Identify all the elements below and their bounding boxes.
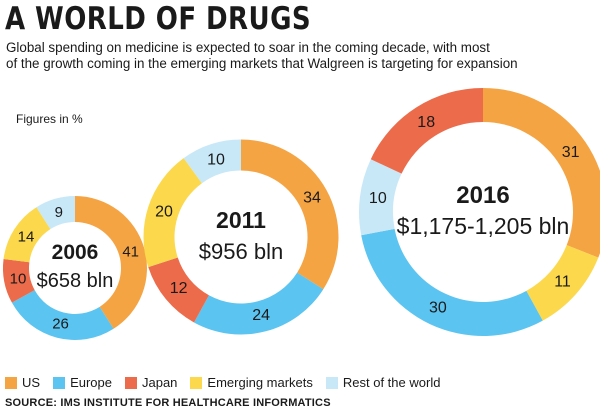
slice-2016-rest-of-the-world bbox=[359, 159, 402, 236]
label-2006-japan: 10 bbox=[10, 270, 27, 287]
legend-item-us: US bbox=[5, 375, 40, 390]
slice-2016-emerging-markets bbox=[526, 245, 599, 321]
page-title: A WORLD OF DRUGS bbox=[5, 1, 312, 37]
legend-swatch-emerging-markets bbox=[190, 376, 203, 389]
slice-2011-rest-of-the-world bbox=[183, 139, 241, 184]
slice-2016-japan bbox=[370, 88, 483, 174]
legend-item-rest-of-the-world: Rest of the world bbox=[325, 375, 441, 390]
legend-item-europe: Europe bbox=[53, 375, 112, 390]
label-2011-japan: 12 bbox=[170, 280, 188, 297]
slice-2016-us bbox=[483, 88, 600, 258]
legend-item-emerging-markets: Emerging markets bbox=[190, 375, 313, 390]
label-2006-emerging-markets: 14 bbox=[18, 228, 35, 245]
label-2011-europe: 24 bbox=[252, 307, 270, 324]
label-2016-emerging-markets: 11 bbox=[554, 274, 571, 291]
label-2011-emerging-markets: 20 bbox=[155, 203, 173, 220]
slice-2006-emerging-markets bbox=[3, 207, 51, 263]
slice-2011-europe bbox=[194, 272, 324, 335]
label-2016-europe: 30 bbox=[429, 299, 447, 316]
label-2016-us: 31 bbox=[562, 144, 580, 161]
slice-2006-rest-of-the-world bbox=[36, 196, 75, 230]
legend-swatch-us bbox=[5, 376, 17, 389]
label-2011-rest-of-the-world: 10 bbox=[207, 151, 225, 168]
slice-2011-japan bbox=[148, 257, 209, 323]
legend-swatch-rest-of-the-world bbox=[325, 376, 338, 389]
total-2006: $658 bln bbox=[37, 270, 114, 292]
label-2006-us: 41 bbox=[122, 243, 139, 260]
total-2016: $1,175-1,205 bln bbox=[397, 213, 570, 239]
slice-2016-europe bbox=[361, 228, 543, 336]
slice-2011-emerging-markets bbox=[143, 158, 202, 268]
slice-2006-europe bbox=[11, 290, 114, 341]
slice-2006-us bbox=[75, 196, 147, 329]
label-2006-europe: 26 bbox=[52, 316, 69, 333]
label-2006-rest-of-the-world: 9 bbox=[55, 204, 63, 221]
source-note: SOURCE: IMS INSTITUTE FOR HEALTHCARE INF… bbox=[5, 397, 331, 409]
legend: US Europe Japan Emerging markets Rest of the… bbox=[5, 375, 453, 390]
label-2016-rest-of-the-world: 10 bbox=[369, 190, 387, 207]
units-note: Figures in % bbox=[16, 112, 83, 126]
legend-label-emerging-markets: Emerging markets bbox=[207, 375, 313, 390]
legend-label-rest-of-the-world: Rest of the world bbox=[342, 375, 441, 390]
subtitle: Global spending on medicine is expected … bbox=[6, 40, 518, 71]
year-2006: 2006 bbox=[52, 241, 99, 264]
slice-2011-us bbox=[241, 139, 339, 290]
legend-label-europe: Europe bbox=[70, 375, 112, 390]
legend-label-us: US bbox=[22, 375, 41, 390]
year-2011: 2011 bbox=[216, 207, 266, 233]
label-2011-us: 34 bbox=[303, 189, 321, 206]
label-2016-japan: 18 bbox=[417, 114, 435, 131]
year-2016: 2016 bbox=[456, 182, 509, 209]
legend-swatch-japan bbox=[124, 376, 137, 389]
total-2011: $956 bln bbox=[199, 239, 283, 264]
legend-label-japan: Japan bbox=[141, 375, 178, 390]
legend-item-japan: Japan bbox=[124, 375, 178, 390]
legend-swatch-europe bbox=[53, 376, 66, 389]
slice-2006-japan bbox=[2, 258, 35, 303]
donut-charts: 41 26 10 14 9 2006 $658 bln 34 24 12 20 10 2011 $956 … bbox=[2, 88, 600, 341]
